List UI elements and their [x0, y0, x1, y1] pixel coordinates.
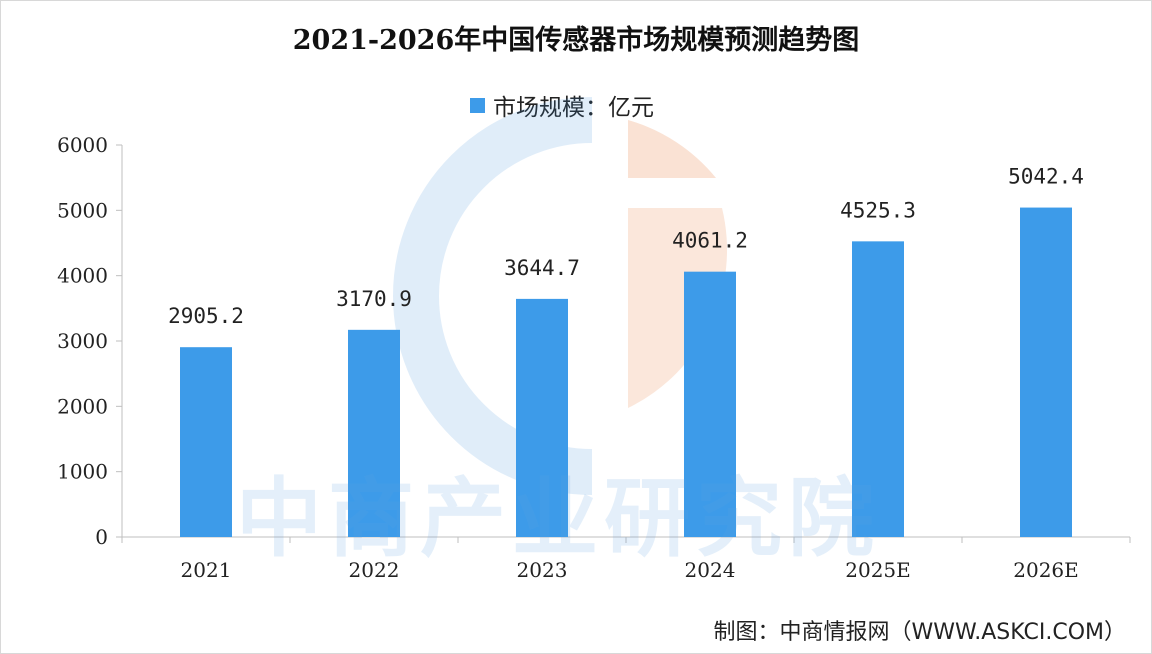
- y-tick-label: 3000: [57, 329, 108, 353]
- y-tick-label: 5000: [57, 198, 108, 222]
- x-tick-label: 2024: [685, 558, 736, 582]
- bar-2026E: [1020, 207, 1072, 537]
- legend-swatch: [470, 97, 485, 113]
- data-labels: 2905.2 3170.9 3644.7 4061.2 4525.3 5042.4: [168, 165, 1084, 329]
- bar-2025E: [852, 241, 904, 538]
- axes: 0 1000 2000 3000 4000 5000 6000 2021 2022 2023 202…: [57, 133, 1131, 582]
- legend: 市场规模：亿元: [470, 88, 654, 122]
- y-tick-label: 0: [95, 525, 108, 549]
- x-tick-label: 2026E: [1013, 558, 1079, 582]
- data-label-2025E: 4525.3: [840, 198, 916, 222]
- x-tick-label: 2023: [517, 558, 568, 582]
- data-label-2021: 2905.2: [168, 304, 244, 328]
- bar-2022: [348, 329, 400, 537]
- data-label-2024: 4061.2: [672, 229, 748, 253]
- x-tick-label: 2022: [349, 558, 400, 582]
- watermark-arc-orange-bottom: [628, 208, 728, 408]
- watermark-logo: [393, 97, 728, 495]
- bars: [180, 207, 1072, 538]
- data-label-2023: 3644.7: [504, 256, 580, 280]
- chart-title: 2021-2026年中国传感器市场规模预测趋势图: [292, 25, 860, 56]
- y-tick-label: 2000: [57, 394, 108, 418]
- x-tick-label: 2025E: [845, 558, 911, 582]
- data-label-2022: 3170.9: [336, 287, 412, 311]
- y-tick-label: 6000: [57, 133, 108, 157]
- bar-2024: [684, 271, 736, 537]
- legend-label: 市场规模：亿元: [493, 95, 654, 121]
- watermark-text: 中商产业研究院: [236, 469, 880, 569]
- y-tick-label: 4000: [57, 264, 108, 288]
- bar-2021: [180, 347, 232, 537]
- data-label-2026E: 5042.4: [1008, 165, 1084, 189]
- bar-2023: [516, 298, 568, 537]
- watermark-arc-orange-top: [628, 120, 716, 178]
- x-tick-label: 2021: [181, 558, 232, 582]
- source-note: 制图：中商情报网（WWW.ASKCI.COM）: [713, 620, 1126, 645]
- watermark-arc-blue: [393, 97, 593, 495]
- y-tick-label: 1000: [57, 460, 108, 484]
